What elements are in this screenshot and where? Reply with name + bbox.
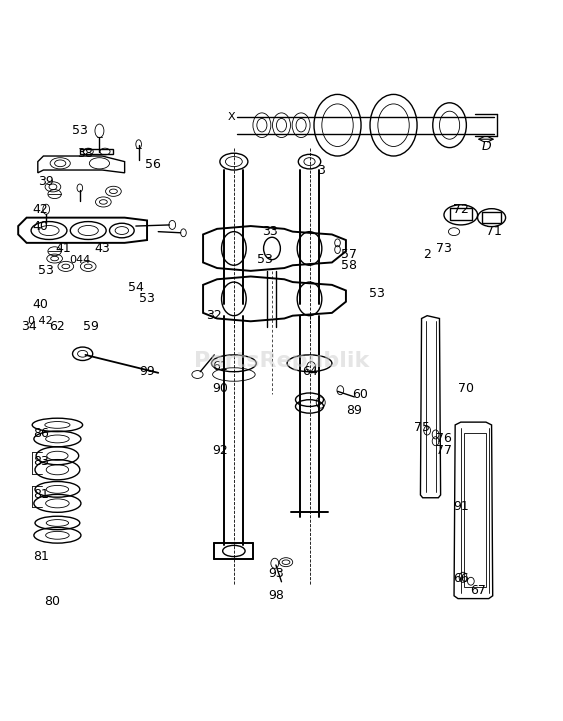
Text: 2: 2 <box>423 247 431 260</box>
Text: 57: 57 <box>341 247 357 260</box>
Text: 66: 66 <box>453 572 468 585</box>
Text: 0 42: 0 42 <box>28 317 53 327</box>
Text: 53: 53 <box>72 124 88 137</box>
Text: 54: 54 <box>128 281 144 294</box>
Text: 81: 81 <box>33 488 48 501</box>
Text: X: X <box>227 112 235 122</box>
Text: 53: 53 <box>257 253 272 266</box>
Polygon shape <box>38 156 124 173</box>
Text: 81: 81 <box>33 550 48 563</box>
Text: 32: 32 <box>207 309 222 322</box>
Polygon shape <box>203 226 346 271</box>
Text: 38: 38 <box>78 146 93 160</box>
Text: 40: 40 <box>33 298 48 311</box>
Text: 60: 60 <box>352 388 368 401</box>
Text: 83: 83 <box>33 455 48 468</box>
Text: PartsRepublik: PartsRepublik <box>194 350 369 371</box>
Text: 77: 77 <box>436 443 452 456</box>
Text: 34: 34 <box>21 320 37 333</box>
Text: 91: 91 <box>453 500 468 513</box>
Text: 80: 80 <box>44 595 60 608</box>
Text: 92: 92 <box>212 443 228 456</box>
Text: 73: 73 <box>436 242 452 255</box>
Text: 62: 62 <box>50 320 65 333</box>
Text: 3: 3 <box>317 164 325 177</box>
Text: 59: 59 <box>83 320 99 333</box>
Text: 76: 76 <box>436 433 452 446</box>
Text: 89: 89 <box>346 404 362 417</box>
Text: 75: 75 <box>414 421 430 434</box>
Text: 41: 41 <box>55 242 71 255</box>
Polygon shape <box>203 276 346 322</box>
Text: 67: 67 <box>470 584 485 597</box>
Text: 64: 64 <box>302 366 318 379</box>
Text: 53: 53 <box>369 287 385 300</box>
Text: 58: 58 <box>341 259 357 272</box>
Text: 71: 71 <box>486 225 502 238</box>
Bar <box>482 212 501 224</box>
Text: 42: 42 <box>33 203 48 216</box>
Text: 33: 33 <box>262 225 278 238</box>
Bar <box>463 433 486 588</box>
Text: 99: 99 <box>139 366 155 379</box>
Text: 98: 98 <box>268 589 284 602</box>
Text: 53: 53 <box>38 265 54 278</box>
Bar <box>450 208 472 221</box>
Polygon shape <box>80 149 113 154</box>
Text: 90: 90 <box>212 382 228 395</box>
Text: 044: 044 <box>69 255 91 265</box>
Text: 39: 39 <box>38 174 54 187</box>
Text: 93: 93 <box>268 567 284 580</box>
Text: D: D <box>481 140 491 153</box>
Text: 43: 43 <box>95 242 110 255</box>
Polygon shape <box>454 422 493 598</box>
Text: 40: 40 <box>33 220 48 233</box>
Text: 53: 53 <box>139 293 155 306</box>
Text: 56: 56 <box>145 158 160 171</box>
Text: 70: 70 <box>458 382 475 395</box>
Text: 72: 72 <box>453 203 469 216</box>
Polygon shape <box>421 316 441 497</box>
Text: 86: 86 <box>33 427 48 440</box>
Text: 61: 61 <box>212 360 228 373</box>
Polygon shape <box>18 218 147 243</box>
